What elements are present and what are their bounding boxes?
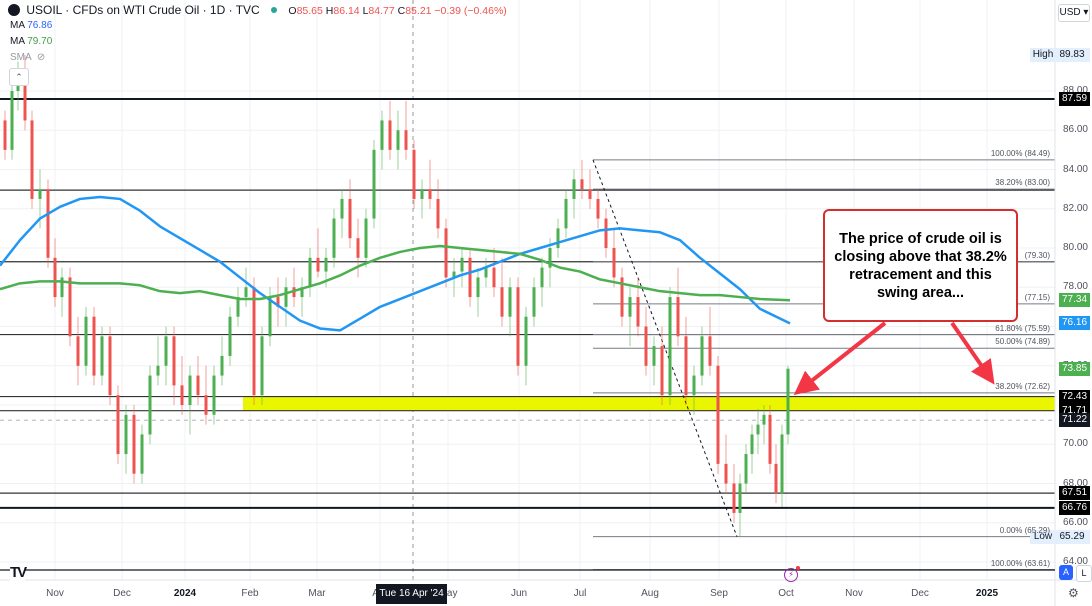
chevron-up-icon: ⌃ xyxy=(15,72,23,82)
time-tick-label: Aug xyxy=(641,588,659,599)
price-tick-label: 82.00 xyxy=(1062,202,1088,214)
time-tick-label: 2024 xyxy=(173,588,197,599)
fib-label: (77.15) xyxy=(1024,292,1050,302)
time-tick-label: Feb xyxy=(241,588,259,599)
auto-scale-button[interactable]: A xyxy=(1059,565,1073,580)
time-tick-label: 2025 xyxy=(975,588,999,599)
price-tick-label: 88.00 xyxy=(1062,85,1088,96)
collapse-legend-button[interactable]: ⌃ xyxy=(9,68,29,86)
time-tick-label: Dec xyxy=(911,588,929,599)
candlesticks xyxy=(3,55,790,537)
price-tick-label: 86.00 xyxy=(1062,124,1088,136)
price-tick-label: 70.00 xyxy=(1062,438,1088,450)
fib-label: 38.20% (72.62) xyxy=(995,381,1050,391)
low-price-tag: Low 65.29 xyxy=(1030,529,1090,544)
line-price-tag: 87.59 xyxy=(1059,92,1090,107)
tradingview-logo[interactable]: TV xyxy=(10,564,27,581)
indicator-ma-2[interactable]: MA 79.70 xyxy=(10,36,53,47)
time-tick-label: Mar xyxy=(308,588,326,599)
indicator-sma[interactable]: SMA ⊘ xyxy=(10,52,46,63)
symbol-legend[interactable]: USOIL · CFDs on WTI Crude Oil · 1D · TVC… xyxy=(8,3,507,17)
market-status-icon xyxy=(271,7,278,14)
ohlc-values: O85.65 H86.14 L84.77 C85.21 −0.39 (−0.46… xyxy=(288,5,507,17)
line-price-tag: 67.51 xyxy=(1059,486,1090,501)
time-tick-label: Jun xyxy=(510,588,528,599)
crosshair-time-label: Tue 16 Apr '24 xyxy=(376,584,447,604)
line-price-tag: 66.76 xyxy=(1059,500,1090,515)
fib-label: 38.20% (83.00) xyxy=(995,178,1050,188)
support-zone xyxy=(243,396,1055,411)
high-price-tag: High 89.83 xyxy=(1030,48,1090,63)
time-tick-label: Oct xyxy=(778,588,794,599)
indicator-ma-1[interactable]: MA 76.86 xyxy=(10,20,53,31)
price-tick-label: 84.00 xyxy=(1062,163,1088,175)
annotation-callout[interactable]: The price of crude oil is closing above … xyxy=(823,209,1018,322)
moving-averages xyxy=(0,195,791,332)
price-tick-label: 68.00 xyxy=(1062,477,1088,489)
line-price-tag: 71.22 xyxy=(1059,413,1090,428)
price-tick-label: 80.00 xyxy=(1062,242,1088,253)
price-tick-label: 78.00 xyxy=(1062,281,1088,293)
fib-label: 0.00% (65.29) xyxy=(999,525,1050,535)
price-tick-label: 66.00 xyxy=(1062,516,1088,528)
price-tick-label: 64.00 xyxy=(1062,556,1088,567)
time-tick-label: Sep xyxy=(710,588,728,599)
fib-label: 50.00% (74.89) xyxy=(995,337,1050,347)
ma-price-tag: 76.16 xyxy=(1059,316,1090,331)
log-scale-button[interactable]: L xyxy=(1076,565,1092,582)
ma-price-tag: 77.34 xyxy=(1059,293,1090,308)
fib-label: 100.00% (84.49) xyxy=(990,148,1050,158)
currency-selector[interactable]: USD ▾ xyxy=(1058,4,1090,22)
time-tick-label: Dec xyxy=(113,588,131,599)
fib-label: (79.30) xyxy=(1024,250,1050,260)
annotations xyxy=(793,321,995,395)
symbol-logo-icon xyxy=(8,4,20,16)
time-tick-label: May xyxy=(438,588,458,599)
fib-label: 100.00% (63.61) xyxy=(990,558,1050,568)
time-tick-label: Nov xyxy=(845,588,863,599)
eye-off-icon[interactable]: ⊘ xyxy=(36,52,46,63)
last-price-tag: 73.85 xyxy=(1059,361,1090,376)
flash-news-icon[interactable]: ⚡ xyxy=(784,566,800,582)
line-price-tag: 72.43 xyxy=(1059,389,1090,404)
time-tick-label: Jul xyxy=(573,588,587,599)
settings-gear-icon[interactable]: ⚙ xyxy=(1068,586,1079,600)
fib-label: 61.80% (75.59) xyxy=(995,323,1050,333)
time-tick-label: Nov xyxy=(46,588,64,599)
symbol-title: USOIL · CFDs on WTI Crude Oil · 1D · TVC xyxy=(26,3,260,17)
